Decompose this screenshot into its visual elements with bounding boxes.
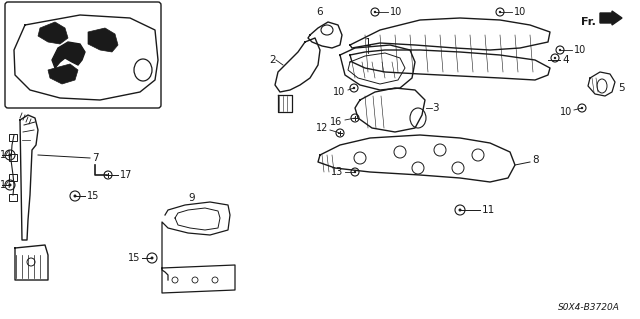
- Circle shape: [554, 57, 556, 59]
- Circle shape: [8, 183, 12, 187]
- Text: 13: 13: [331, 167, 343, 177]
- FancyArrow shape: [600, 11, 622, 25]
- Circle shape: [581, 107, 583, 109]
- Polygon shape: [88, 28, 118, 52]
- Text: 10: 10: [514, 7, 526, 17]
- Text: Fr.: Fr.: [581, 17, 596, 27]
- Text: 14: 14: [0, 150, 12, 160]
- Text: 15: 15: [87, 191, 99, 201]
- Text: 8: 8: [532, 155, 539, 165]
- Circle shape: [499, 11, 501, 13]
- Text: 10: 10: [560, 107, 572, 117]
- Text: 16: 16: [330, 117, 342, 127]
- Text: S0X4-B3720A: S0X4-B3720A: [558, 303, 620, 313]
- Circle shape: [458, 209, 461, 211]
- Bar: [9, 194, 17, 201]
- Text: 10: 10: [333, 87, 345, 97]
- Text: 11: 11: [482, 205, 495, 215]
- Circle shape: [559, 49, 561, 51]
- Text: 17: 17: [120, 170, 132, 180]
- Text: 15: 15: [127, 253, 140, 263]
- Text: 12: 12: [316, 123, 328, 133]
- FancyBboxPatch shape: [5, 2, 161, 108]
- Text: 1: 1: [365, 38, 371, 48]
- Polygon shape: [48, 64, 78, 84]
- Text: 10: 10: [390, 7, 403, 17]
- Circle shape: [353, 87, 355, 89]
- Text: 4: 4: [562, 55, 568, 65]
- Circle shape: [374, 11, 376, 13]
- Circle shape: [74, 195, 77, 197]
- Text: 7: 7: [92, 153, 99, 163]
- Text: 6: 6: [317, 7, 323, 17]
- Text: 2: 2: [269, 55, 276, 65]
- Bar: [9, 174, 17, 181]
- Circle shape: [150, 256, 154, 259]
- Circle shape: [8, 153, 12, 157]
- Text: 10: 10: [574, 45, 586, 55]
- Text: 14: 14: [0, 180, 12, 190]
- Text: 3: 3: [432, 103, 438, 113]
- Bar: [9, 134, 17, 141]
- Text: 5: 5: [618, 83, 625, 93]
- Polygon shape: [38, 22, 68, 44]
- Circle shape: [354, 171, 356, 173]
- Bar: [9, 154, 17, 161]
- Text: 9: 9: [189, 193, 195, 203]
- Polygon shape: [52, 42, 85, 68]
